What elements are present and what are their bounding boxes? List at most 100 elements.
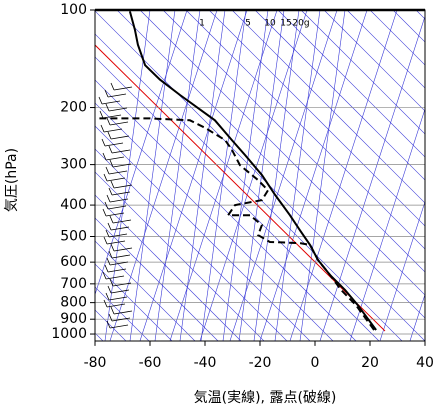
wind-barb-flag xyxy=(105,229,110,238)
wind-barb-staff xyxy=(104,142,124,147)
wind-barb-staff xyxy=(112,219,132,224)
wind-barb-flag xyxy=(109,159,114,168)
wind-barb-staff xyxy=(105,156,125,161)
wind-barb-staff xyxy=(111,191,131,196)
wind-barb-flag xyxy=(108,250,113,259)
wind-barb-flag xyxy=(103,299,108,308)
mixing-ratio-line xyxy=(253,10,300,341)
wind-barb-flag xyxy=(110,306,115,315)
dry-adiabat xyxy=(185,10,425,250)
y-tick-label: 100 xyxy=(60,2,87,18)
wind-barb-staff xyxy=(111,254,131,259)
reference-line xyxy=(95,44,386,332)
dry-adiabat xyxy=(300,10,425,135)
isotherm xyxy=(229,10,338,341)
dry-adiabat xyxy=(95,10,425,341)
wind-barb-flag xyxy=(108,145,113,154)
wind-barb-staff xyxy=(107,268,127,273)
dry-adiabat xyxy=(208,10,425,227)
x-axis-label: 気温(実線), 露点(破線) xyxy=(194,390,337,406)
y-axis-label: 気圧(hPa) xyxy=(4,148,20,212)
isotherm xyxy=(109,10,218,341)
dry-adiabat xyxy=(95,286,150,341)
wind-barb-flag xyxy=(107,131,112,140)
isotherm xyxy=(319,15,425,341)
wind-barb-flag xyxy=(100,124,105,133)
wind-barb-staff xyxy=(110,226,130,231)
wind-barb-flag xyxy=(105,166,110,175)
mixing-ratio-label: 15 xyxy=(280,19,291,29)
wind-barb-staff xyxy=(105,275,125,280)
dry-adiabat xyxy=(392,10,425,43)
wind-barb-flag xyxy=(104,264,109,273)
dry-adiabat xyxy=(95,102,334,341)
isotherm xyxy=(289,10,398,341)
mixing-ratio-line xyxy=(222,10,269,341)
x-tick-label: -80 xyxy=(84,355,107,371)
wind-barb-staff xyxy=(111,317,131,322)
wind-barb-staff xyxy=(113,184,133,189)
isotherm xyxy=(259,10,368,341)
wind-barb-flag xyxy=(110,180,115,189)
x-tick-label: -60 xyxy=(139,355,162,371)
wind-barb-flag xyxy=(106,320,111,329)
wind-barb-staff xyxy=(113,247,133,252)
wind-barb-staff xyxy=(105,212,125,217)
wind-barb-staff xyxy=(108,296,128,301)
y-tick-label: 300 xyxy=(60,157,87,173)
mixing-ratio-label: 5 xyxy=(245,19,251,29)
dry-adiabat xyxy=(369,10,425,66)
wind-barb-staff xyxy=(113,310,133,315)
wind-barb-flag xyxy=(102,152,107,161)
wind-barb-staff xyxy=(111,149,131,154)
wind-barb-flag xyxy=(102,271,107,280)
wind-barb-staff xyxy=(112,163,132,168)
wind-barb-staff xyxy=(106,177,126,182)
wind-barb-staff xyxy=(102,114,122,119)
wind-barb-flag xyxy=(104,201,109,210)
profiles xyxy=(95,11,377,331)
mixing-ratio-label: 1 xyxy=(199,19,205,29)
wind-barb-flag xyxy=(103,236,108,245)
isotherm xyxy=(379,200,425,341)
dry-adiabat xyxy=(95,240,196,341)
dry-adiabat xyxy=(139,10,425,296)
wind-barb-staff xyxy=(112,282,132,287)
wind-barb-staff xyxy=(107,205,127,210)
dry-adiabat xyxy=(346,10,425,89)
isotherm xyxy=(349,108,425,341)
dry-adiabat xyxy=(95,194,242,341)
x-tick-label: 0 xyxy=(311,355,320,371)
temperature-line xyxy=(128,11,377,331)
wind-barb-staff xyxy=(108,107,128,112)
wind-barb-staff xyxy=(107,93,127,98)
y-tick-label: 700 xyxy=(60,276,87,292)
wind-barb-staff xyxy=(101,100,121,105)
wind-barb-flag xyxy=(98,96,103,105)
mixing-ratio-line xyxy=(274,10,321,341)
mixing-ratio-label: 10 xyxy=(264,19,276,29)
wind-barb-flag xyxy=(102,208,107,217)
dry-adiabat xyxy=(415,10,425,20)
wind-barb-flag xyxy=(109,278,114,287)
wind-barb-staff xyxy=(106,240,126,245)
wind-barb-staff xyxy=(109,261,129,266)
y-tick-label: 1000 xyxy=(51,326,87,342)
wind-barb-staff xyxy=(103,128,123,133)
dry-adiabat xyxy=(95,33,403,341)
y-tick-label: 600 xyxy=(60,254,87,270)
wind-barb-flag xyxy=(106,257,111,266)
mixing-ratio-line xyxy=(299,10,346,341)
wind-barb-staff xyxy=(108,170,128,175)
wind-barb-flag xyxy=(105,103,110,112)
wind-barb-staff xyxy=(113,86,133,91)
y-tick-label: 400 xyxy=(60,197,87,213)
dry-adiabat xyxy=(95,125,311,341)
wind-barb-flag xyxy=(109,215,114,224)
wind-barb-staff xyxy=(109,121,129,126)
wind-barb-flag xyxy=(108,187,113,196)
dry-adiabat xyxy=(95,217,219,341)
wind-barb-flag xyxy=(110,82,115,91)
mixing-ratio-line xyxy=(179,10,226,341)
